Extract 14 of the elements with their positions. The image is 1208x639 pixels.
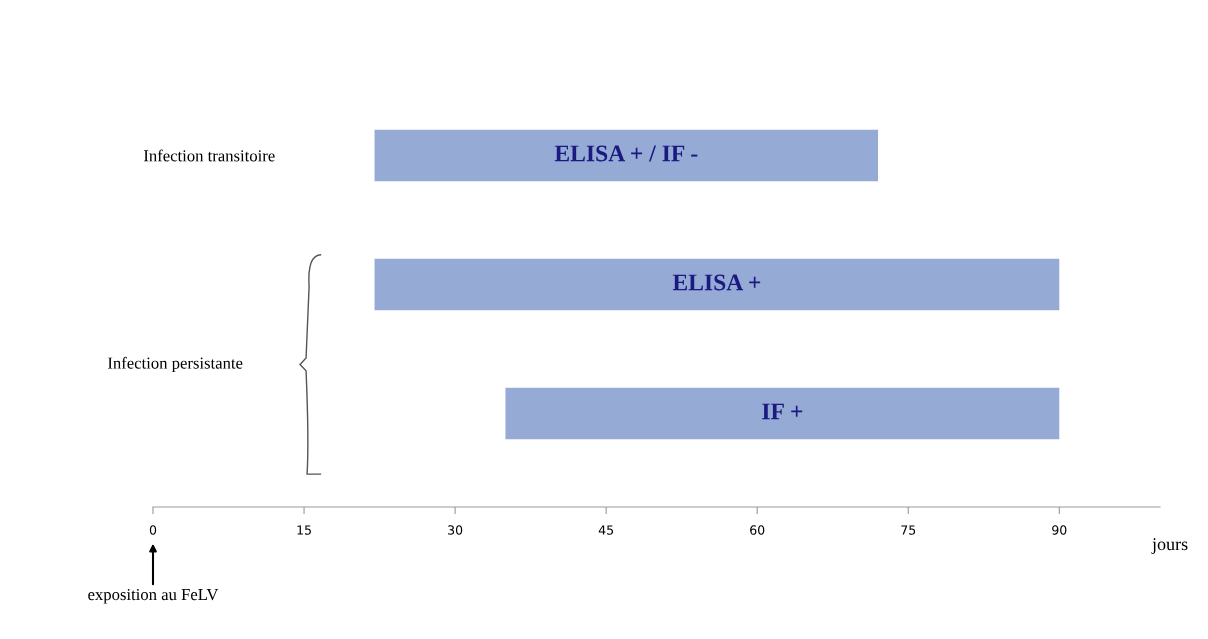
x-tick-label: 60 bbox=[750, 525, 765, 535]
x-axis-title: jours bbox=[1151, 538, 1188, 554]
data-label: ELISA + bbox=[672, 274, 761, 291]
x-tick-label: 75 bbox=[901, 525, 916, 535]
x-tick-label: 0 bbox=[149, 525, 157, 535]
x-tick-label: 15 bbox=[297, 525, 311, 535]
y-tick-label: Infection transitoire bbox=[143, 149, 275, 162]
text: exposition au FeLV bbox=[88, 588, 219, 604]
x-tick-label: 45 bbox=[598, 525, 614, 535]
data-label: IF + bbox=[762, 403, 803, 420]
data-label: ELISA + / IF - bbox=[554, 145, 698, 162]
annotation: Infection persistante bbox=[107, 356, 243, 373]
x-tick-label: 30 bbox=[448, 525, 463, 535]
x-tick-label: 90 bbox=[1052, 525, 1067, 535]
